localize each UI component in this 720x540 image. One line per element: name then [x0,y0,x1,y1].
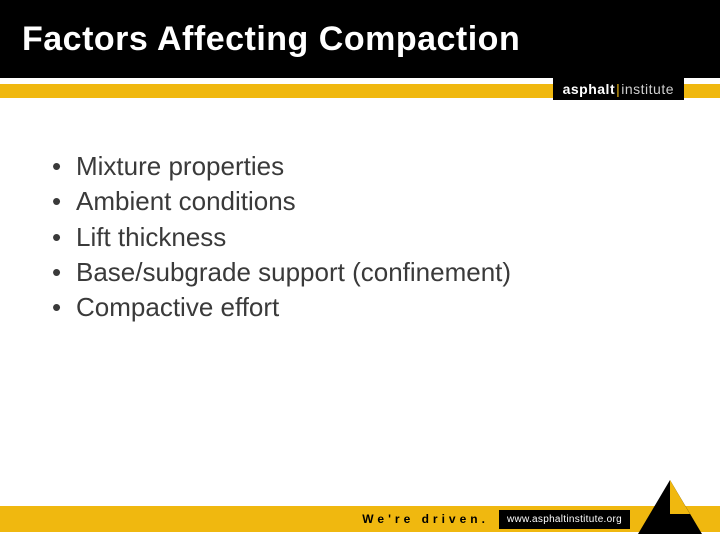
list-item: • Compactive effort [52,291,680,324]
bullet-list: • Mixture properties • Ambient condition… [52,150,680,324]
content-area: • Mixture properties • Ambient condition… [0,112,720,324]
slide-title: Factors Affecting Compaction [22,20,520,59]
bullet-text: Base/subgrade support (confinement) [76,256,511,289]
bullet-text: Lift thickness [76,221,226,254]
bullet-icon: • [52,185,76,218]
subheader: asphalt | institute [0,78,720,112]
footer: We're driven. www.asphaltinstitute.org [0,484,720,540]
list-item: • Base/subgrade support (confinement) [52,256,680,289]
brand-word-a: asphalt [563,81,616,97]
bullet-icon: • [52,150,76,183]
list-item: • Mixture properties [52,150,680,183]
bullet-icon: • [52,291,76,324]
bullet-text: Compactive effort [76,291,279,324]
bullet-text: Ambient conditions [76,185,296,218]
asphalt-institute-logo-icon [634,478,706,538]
brand-badge: asphalt | institute [553,78,684,100]
list-item: • Ambient conditions [52,185,680,218]
footer-url: www.asphaltinstitute.org [499,510,630,529]
bullet-icon: • [52,256,76,289]
bullet-icon: • [52,221,76,254]
footer-bar: We're driven. www.asphaltinstitute.org [0,506,720,532]
brand-word-b: institute [621,81,674,97]
list-item: • Lift thickness [52,221,680,254]
footer-tagline: We're driven. [362,512,489,526]
title-band: Factors Affecting Compaction [0,0,720,78]
brand-divider: | [616,81,620,97]
bullet-text: Mixture properties [76,150,284,183]
